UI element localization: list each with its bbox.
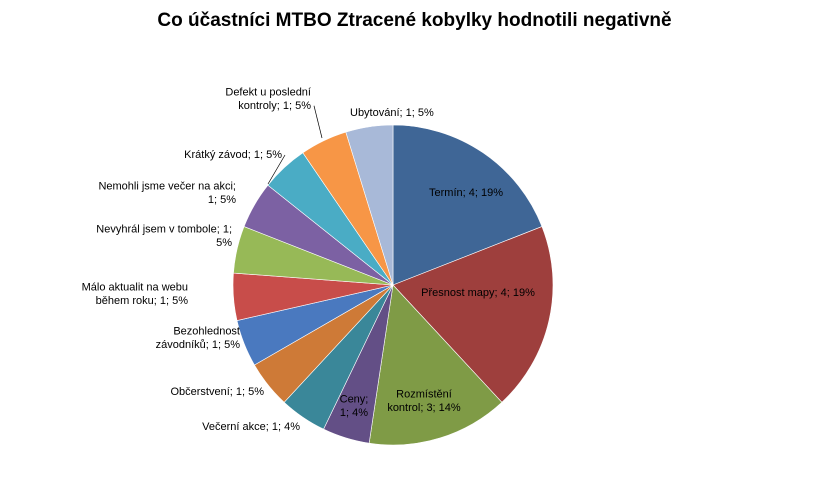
data-label-line: Málo aktualit na webu — [82, 281, 188, 293]
data-label-line: Nemohli jsme večer na akci; — [98, 180, 236, 192]
data-label-line: Občerstvení; 1; 5% — [170, 386, 264, 398]
data-label-line: Ceny; — [340, 393, 369, 405]
data-label-line: Večerní akce; 1; 4% — [202, 421, 300, 433]
data-label: Málo aktualit na webu během roku; 1; 5% — [82, 281, 189, 307]
chart-title: Co účastníci MTBO Ztracené kobylky hodno… — [157, 10, 672, 31]
data-label-line: Defekt u poslední — [225, 86, 311, 98]
data-label: Večerní akce; 1; 4% — [202, 421, 300, 433]
data-label: Bezohlednost závodníků; 1; 5% — [156, 325, 241, 351]
pie-slice — [368, 284, 503, 446]
data-label: Ubytování; 1; 5% — [350, 107, 434, 119]
pie-slice — [392, 226, 554, 403]
data-label: Rozmístění kontrol; 3; 14% — [387, 388, 461, 414]
data-label: Přesnost mapy; 4; 19% — [421, 287, 535, 299]
data-label-line: Termín; 4; 19% — [429, 187, 503, 199]
data-label-line: 1; 4% — [340, 407, 368, 419]
data-label-line: Přesnost mapy; 4; 19% — [421, 287, 535, 299]
data-label: Ceny; 1; 4% — [340, 393, 369, 419]
pie-slice — [345, 124, 394, 286]
data-label-line: kontrol; 3; 14% — [387, 402, 461, 414]
data-labels: Termín; 4; 19% Přesnost mapy; 4; 19% Rozmí… — [82, 86, 535, 433]
data-label: Občerstvení; 1; 5% — [170, 386, 264, 398]
data-label: Termín; 4; 19% — [429, 187, 503, 199]
data-label: Nevyhrál jsem v tombole; 1; 5% — [96, 223, 232, 249]
data-label: Defekt u poslední kontroly; 1; 5% — [225, 86, 311, 112]
data-label: Nemohli jsme večer na akci; 1; 5% — [98, 180, 236, 206]
data-label-line: 5% — [216, 237, 232, 249]
data-label-line: kontroly; 1; 5% — [238, 100, 311, 112]
data-label-line: Krátký závod; 1; 5% — [184, 149, 282, 161]
data-label-line: Bezohlednost — [173, 325, 240, 337]
leader-line — [313, 105, 323, 139]
pie-slice — [392, 124, 543, 286]
leader-line — [267, 154, 286, 185]
data-label-line: Rozmístění — [396, 388, 452, 400]
data-label-line: Ubytování; 1; 5% — [350, 107, 434, 119]
data-label: Krátký závod; 1; 5% — [184, 149, 282, 161]
data-label-line: závodníků; 1; 5% — [156, 339, 241, 351]
leader-lines — [267, 105, 323, 185]
data-label-line: během roku; 1; 5% — [96, 295, 189, 307]
data-label-line: 1; 5% — [208, 194, 236, 206]
data-label-line: Nevyhrál jsem v tombole; 1; — [96, 223, 232, 235]
pie-slices — [232, 124, 554, 446]
